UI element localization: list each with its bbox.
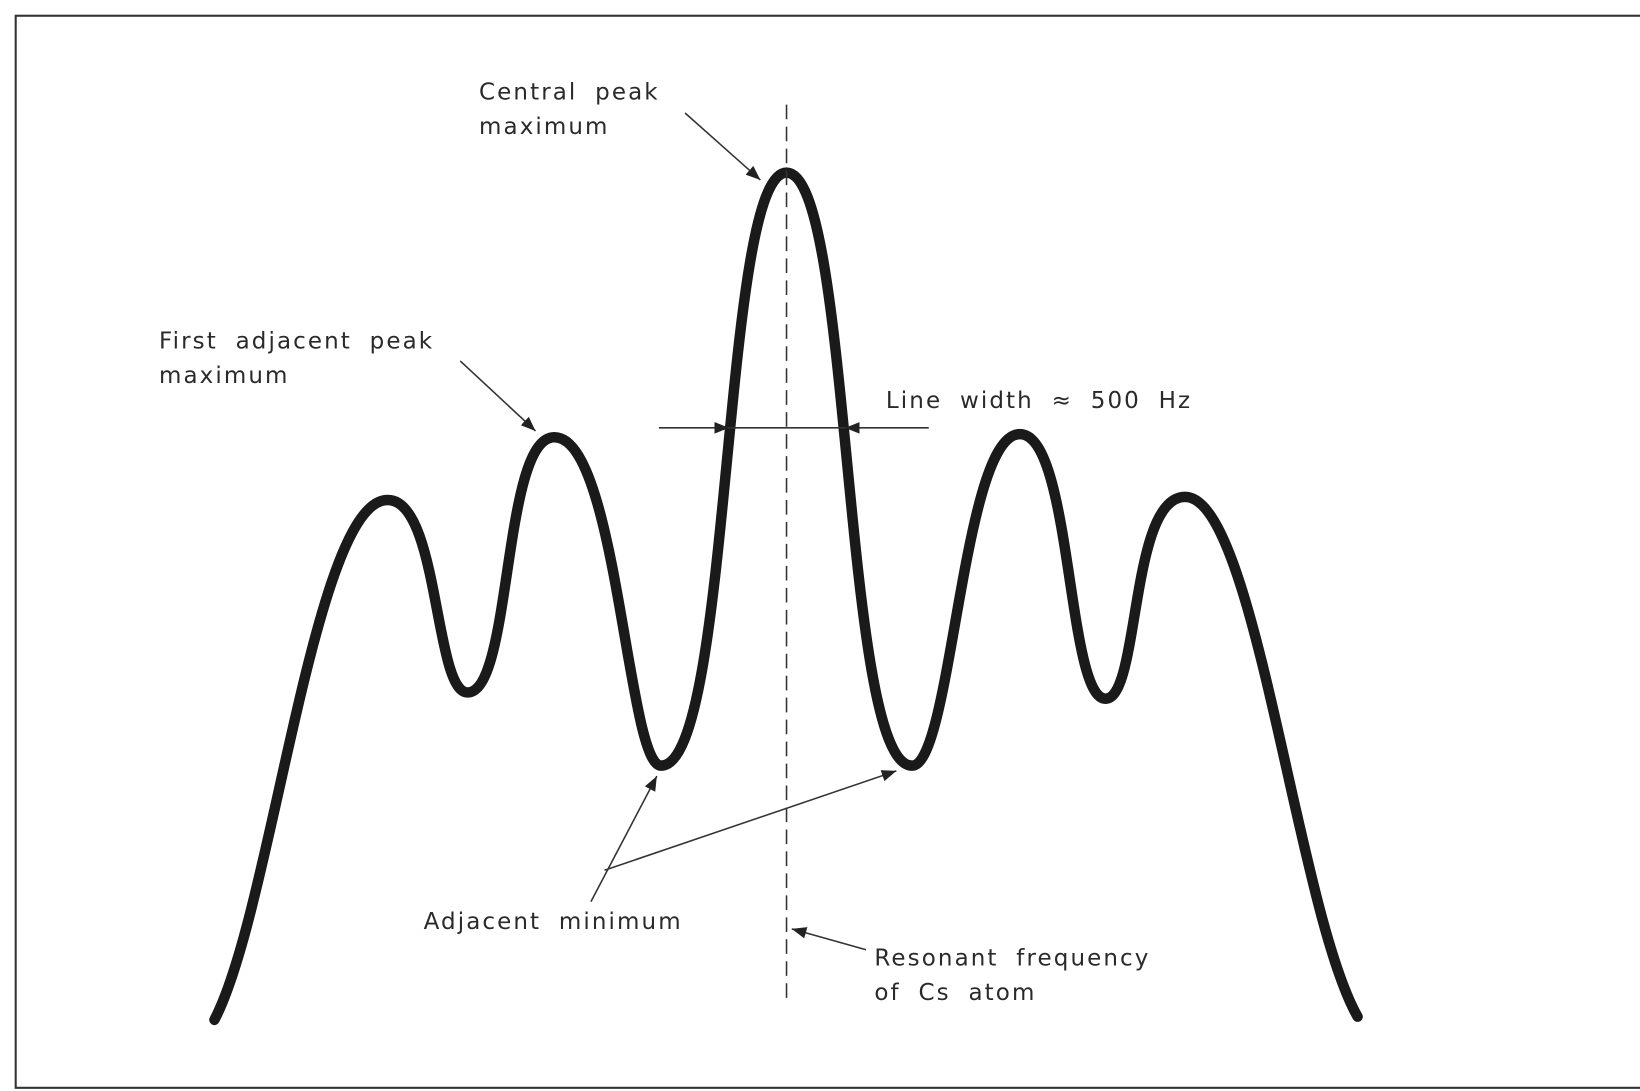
label: Adjacent minimum (424, 909, 683, 935)
label: Resonant frequency (874, 945, 1150, 971)
leader-min-left (590, 775, 658, 902)
label: Line width ≈ 500 Hz (886, 388, 1192, 414)
leader-central (684, 112, 761, 181)
label: maximum (479, 114, 610, 140)
label: of Cs atom (874, 980, 1036, 1006)
leader-min-right (604, 770, 897, 872)
leader-resonant (791, 927, 867, 951)
leader-first-adjacent (459, 360, 537, 432)
frame (14, 14, 1640, 1089)
label: Central peak (479, 79, 660, 105)
label: First adjacent peak (159, 328, 434, 354)
label: maximum (159, 363, 290, 389)
